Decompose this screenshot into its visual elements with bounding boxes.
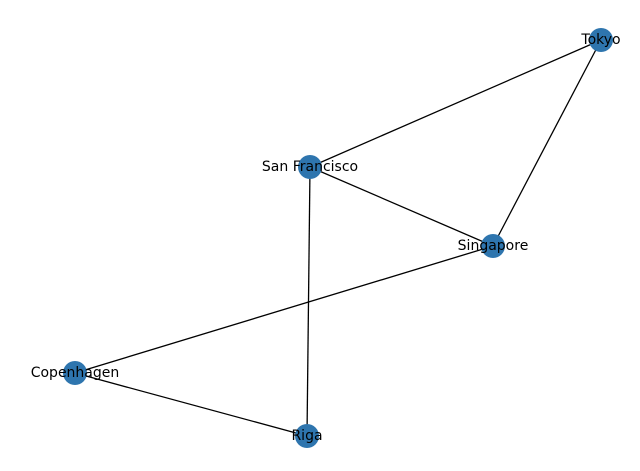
node-singapore: [481, 234, 505, 258]
node-tokyo: [589, 28, 613, 52]
node-label-san-francisco: San Francisco: [262, 159, 358, 175]
edges-layer: [74, 39, 602, 437]
edge-tokyo-singapore: [492, 39, 602, 247]
node-copenhagen: [63, 361, 87, 385]
nodes-layer: [63, 28, 613, 448]
node-label-singapore: Singapore: [458, 238, 529, 254]
node-riga: [295, 424, 319, 448]
node-label-copenhagen: Copenhagen: [31, 365, 120, 381]
edge-singapore-copenhagen: [74, 245, 494, 374]
node-label-tokyo: Tokyo: [580, 32, 620, 48]
node-label-riga: Riga: [291, 428, 322, 444]
labels-layer: Tokyo San Francisco Singapore Copenhagen Rig…: [31, 32, 621, 444]
edge-san-francisco-singapore: [309, 166, 494, 247]
node-san-francisco: [298, 155, 322, 179]
edge-tokyo-san-francisco: [309, 39, 602, 168]
edge-copenhagen-riga: [74, 372, 308, 437]
